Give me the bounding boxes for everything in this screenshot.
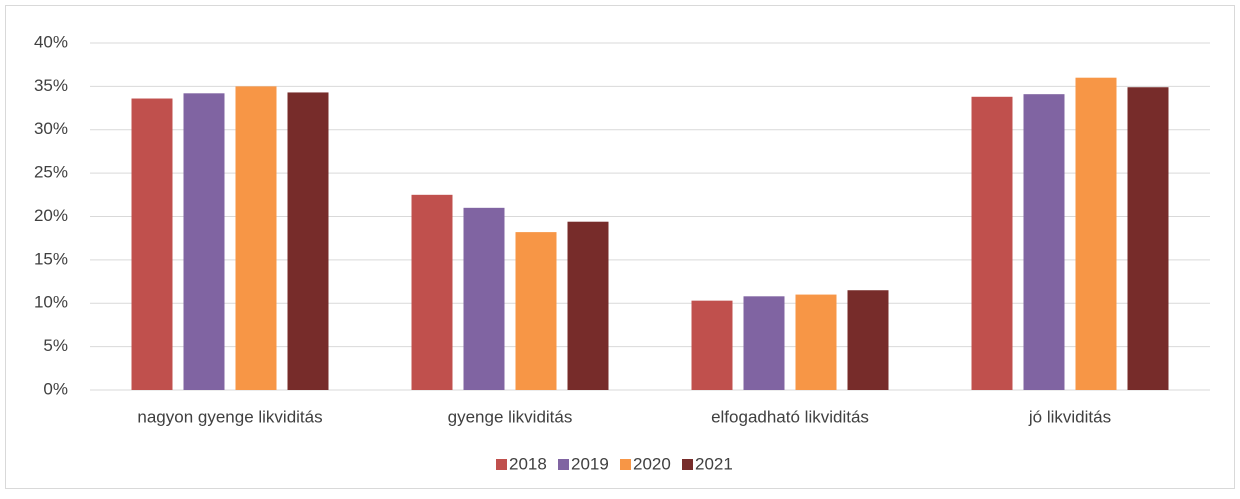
- bar: [515, 232, 557, 390]
- bar: [183, 93, 225, 390]
- bar: [691, 300, 733, 390]
- bar: [463, 207, 505, 390]
- x-tick-label: nagyon gyenge likviditás: [137, 407, 322, 426]
- y-tick-label: 40%: [34, 32, 68, 51]
- y-tick-label: 20%: [34, 206, 68, 225]
- legend-label: 2019: [571, 454, 609, 473]
- bar: [1127, 87, 1169, 391]
- bar: [567, 221, 609, 390]
- x-tick-label: elfogadható likviditás: [711, 407, 869, 426]
- bar: [235, 86, 277, 390]
- legend-label: 2021: [695, 454, 733, 473]
- bar: [411, 194, 453, 390]
- bar: [743, 296, 785, 390]
- bar: [795, 294, 837, 390]
- legend-swatch: [620, 459, 631, 470]
- bar: [1075, 77, 1117, 390]
- legend-label: 2018: [509, 454, 547, 473]
- y-tick-label: 30%: [34, 119, 68, 138]
- y-tick-label: 10%: [34, 293, 68, 312]
- legend-swatch: [496, 459, 507, 470]
- x-tick-label: gyenge likviditás: [448, 407, 573, 426]
- y-tick-label: 25%: [34, 163, 68, 182]
- bar: [287, 92, 329, 390]
- legend-label: 2020: [633, 454, 671, 473]
- x-tick-label: jó likviditás: [1028, 407, 1111, 426]
- y-tick-label: 15%: [34, 249, 68, 268]
- bar: [1023, 94, 1065, 391]
- y-tick-label: 35%: [34, 76, 68, 95]
- bar: [971, 96, 1013, 390]
- y-tick-label: 0%: [43, 379, 68, 398]
- legend-swatch: [682, 459, 693, 470]
- bar: [847, 290, 889, 390]
- y-tick-label: 5%: [43, 336, 68, 355]
- bar: [131, 98, 173, 391]
- legend-swatch: [558, 459, 569, 470]
